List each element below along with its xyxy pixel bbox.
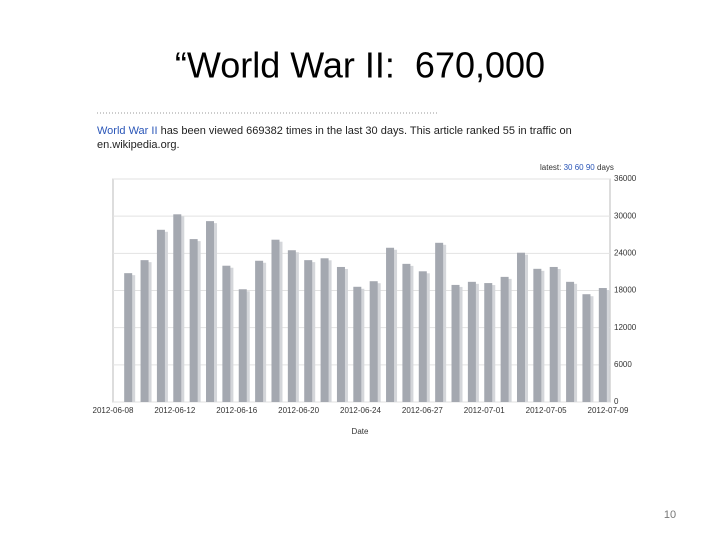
bar [500, 276, 509, 402]
bar [189, 239, 198, 402]
bar [238, 289, 247, 402]
y-tick-label: 6000 [614, 360, 632, 369]
bar [271, 239, 280, 402]
bar [336, 266, 345, 402]
bar [255, 260, 264, 402]
bar [598, 288, 607, 402]
slide-title: “World War II: 670,000 [175, 45, 545, 86]
bar [287, 250, 296, 402]
range-option[interactable]: 60 [575, 163, 584, 172]
bar [304, 260, 313, 402]
x-tick-label: 2012-06-20 [278, 406, 319, 415]
bar [451, 284, 460, 402]
summary: World War II has been viewed 669382 time… [97, 125, 572, 137]
x-axis-label: Date [352, 427, 369, 436]
bar [369, 281, 378, 402]
plot: 0 6000 12000 18000 24000 30000 36000 2012-06-08… [93, 174, 637, 436]
summary-line2: en.wikipedia.org. [97, 139, 180, 151]
bar [516, 252, 525, 402]
x-tick-label: 2012-07-05 [526, 406, 567, 415]
bar [206, 221, 215, 402]
bar [418, 271, 427, 402]
x-tick-label: 2012-06-08 [93, 406, 134, 415]
y-tick-label: 24000 [614, 248, 637, 257]
bar [386, 247, 395, 402]
range-option[interactable]: 30 [564, 163, 573, 172]
bar [484, 283, 493, 402]
range-unit: days [597, 163, 614, 172]
bar [582, 294, 591, 402]
x-tick-label: 2012-06-12 [154, 406, 195, 415]
bar [320, 258, 329, 402]
y-tick-label: 36000 [614, 174, 637, 183]
bar [140, 260, 149, 402]
x-tick-label: 2012-07-01 [464, 406, 505, 415]
bar [353, 286, 362, 402]
range-selector: latest: 30 60 90 days [540, 163, 614, 172]
page-number: 10 [664, 509, 676, 521]
x-tick-label: 2012-06-27 [402, 406, 443, 415]
bar [124, 273, 133, 402]
bar [435, 242, 444, 402]
range-option[interactable]: 90 [586, 163, 595, 172]
y-tick-label: 0 [614, 397, 619, 406]
bar [549, 266, 558, 402]
article-link[interactable]: World War II [97, 125, 158, 137]
y-tick-label: 18000 [614, 286, 637, 295]
summary-text: has been viewed 669382 times in the last… [158, 125, 572, 137]
x-tick-label: 2012-07-09 [588, 406, 629, 415]
y-tick-label: 12000 [614, 323, 637, 332]
x-tick-label: 2012-06-24 [340, 406, 381, 415]
bar [156, 229, 165, 402]
y-tick-label: 30000 [614, 211, 637, 220]
range-label: latest: [540, 163, 561, 172]
bar [173, 214, 182, 402]
bar [566, 281, 575, 402]
bar [533, 268, 542, 402]
x-tick-label: 2012-06-16 [216, 406, 257, 415]
bar [402, 263, 411, 402]
bar [467, 281, 476, 402]
bar [222, 265, 231, 402]
